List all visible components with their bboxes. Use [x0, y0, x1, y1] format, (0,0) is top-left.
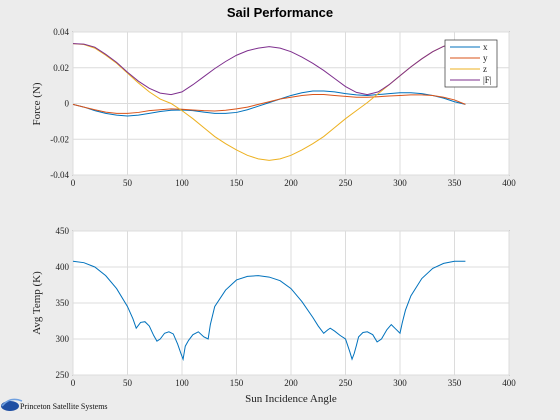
force-x-tick-label: 400 — [502, 178, 516, 188]
temp-y-axis-label: Avg Temp (K) — [31, 271, 43, 335]
force-x-tick-label: 100 — [175, 178, 189, 188]
legend-label-y: y — [483, 53, 488, 63]
temp-x-axis-label: Sun Incidence Angle — [245, 393, 337, 405]
force-x-tick-label: 0 — [71, 178, 76, 188]
force-y-ticks: -0.04 -0.02 0 0.02 0.04 — [50, 27, 69, 180]
temp-x-tick-label: 200 — [284, 378, 298, 388]
temp-y-tick-label: 250 — [56, 370, 70, 380]
chart-title: Sail Performance — [227, 5, 333, 20]
force-series-y — [72, 94, 466, 114]
temp-x-tick-label: 50 — [123, 378, 133, 388]
temp-x-tick-label: 300 — [393, 378, 407, 388]
temp-x-tick-label: 100 — [175, 378, 189, 388]
temp-series-group — [72, 260, 466, 362]
force-y-tick-label: -0.02 — [50, 134, 69, 144]
force-x-tick-label: 50 — [123, 178, 133, 188]
temp-y-tick-label: 450 — [56, 226, 70, 236]
logo-arc-icon — [1, 398, 23, 407]
force-y-tick-label: 0.04 — [53, 27, 69, 37]
legend: xyz|F| — [444, 39, 498, 88]
force-y-tick-label: 0.02 — [53, 63, 69, 73]
legend-label-z: z — [483, 64, 487, 74]
temp-x-ticks: 0 50 100 150 200 250 300 350 400 — [71, 378, 517, 388]
temp-y-tick-label: 350 — [56, 298, 70, 308]
force-x-tick-label: 300 — [393, 178, 407, 188]
logo-text: Princeton Satellite Systems — [20, 402, 108, 411]
temp-y-tick-label: 400 — [56, 262, 70, 272]
force-series-group — [72, 43, 466, 161]
force-x-ticks: 0 50 100 150 200 250 300 350 400 — [71, 178, 517, 188]
force-grid — [72, 31, 510, 176]
force-x-tick-label: 200 — [284, 178, 298, 188]
force-series-x — [72, 90, 466, 117]
force-x-tick-label: 150 — [230, 178, 244, 188]
temp-x-tick-label: 250 — [339, 378, 353, 388]
force-x-tick-label: 350 — [448, 178, 462, 188]
temp-y-ticks: 250 300 350 400 450 — [56, 226, 70, 380]
temp-x-tick-label: 350 — [448, 378, 462, 388]
temp-chart: 0 50 100 150 200 250 300 350 400 250 300 350 400 450… — [31, 226, 516, 405]
legend-box — [444, 39, 498, 88]
temp-y-tick-label: 300 — [56, 334, 70, 344]
temp-grid — [72, 230, 510, 376]
logo-swoosh-icon — [1, 401, 19, 411]
force-series-F — [72, 43, 466, 96]
temp-x-tick-label: 0 — [71, 378, 76, 388]
force-x-tick-label: 250 — [339, 178, 353, 188]
temp-series-line — [72, 260, 466, 362]
company-logo: Princeton Satellite Systems — [1, 398, 108, 411]
legend-label-F: |F| — [483, 75, 492, 85]
force-y-tick-label: -0.04 — [50, 170, 69, 180]
temp-x-tick-label: 400 — [502, 378, 516, 388]
force-y-axis-label: Force (N) — [31, 82, 43, 125]
legend-label-x: x — [483, 42, 488, 52]
force-y-tick-label: 0 — [65, 99, 70, 109]
force-chart: 0 50 100 150 200 250 300 350 400 -0.04 -0.02 0 0.02… — [31, 27, 516, 188]
temp-x-tick-label: 150 — [230, 378, 244, 388]
